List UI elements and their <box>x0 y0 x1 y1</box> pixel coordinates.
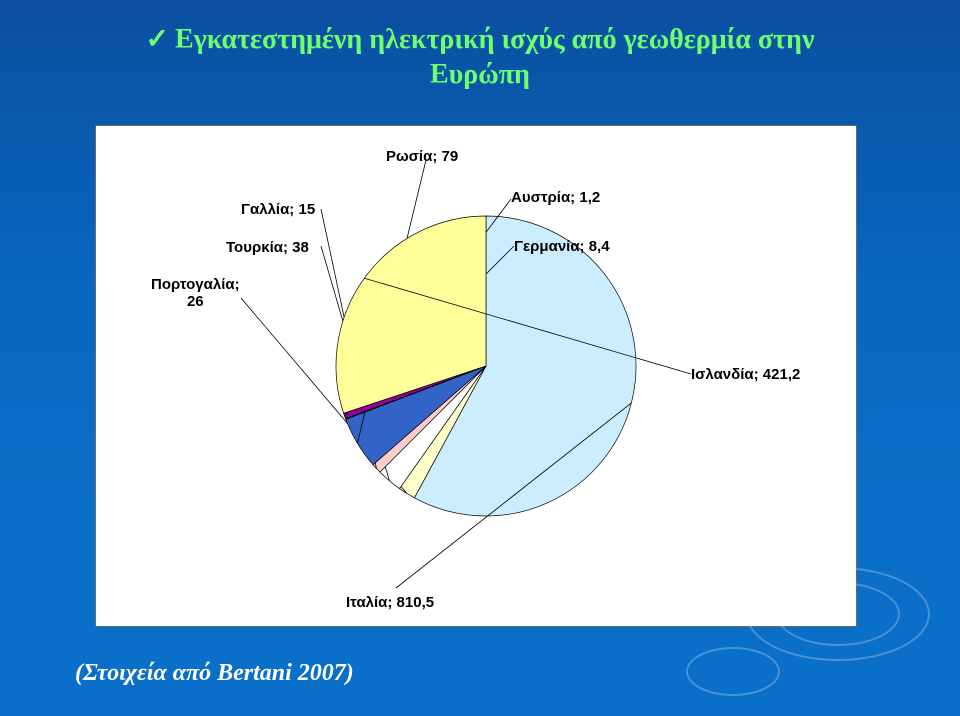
slice-label: Αυστρία; 1,2 <box>511 189 600 206</box>
check-icon: ✓ <box>146 24 169 55</box>
title-line-1: Εγκατεστημένη ηλεκτρική ισχύς από γεωθερ… <box>175 24 814 55</box>
slice-label: Πορτογαλία; 26 <box>151 276 240 310</box>
slice-label: Ιταλία; 810,5 <box>346 594 434 611</box>
source-citation: (Στοιχεία από Bertani 2007) <box>75 660 354 687</box>
slice-label: Γαλλία; 15 <box>241 201 315 218</box>
slice-label: Γερμανία; 8,4 <box>514 238 610 255</box>
slice-label: Ισλανδία; 421,2 <box>691 366 800 383</box>
slice-label: Τουρκία; 38 <box>226 239 309 256</box>
decorative-ripple <box>686 647 780 696</box>
chart-panel: Ιταλία; 810,5 Πορτογαλία; 26 Τουρκία; 38 Γα… <box>95 125 857 627</box>
slide-root: ✓Εγκατεστημένη ηλεκτρική ισχύς από γεωθε… <box>0 0 960 716</box>
slide-title: ✓Εγκατεστημένη ηλεκτρική ισχύς από γεωθε… <box>0 22 960 92</box>
slice-label: Ρωσία; 79 <box>386 148 458 165</box>
title-line-2: Ευρώπη <box>430 59 530 90</box>
